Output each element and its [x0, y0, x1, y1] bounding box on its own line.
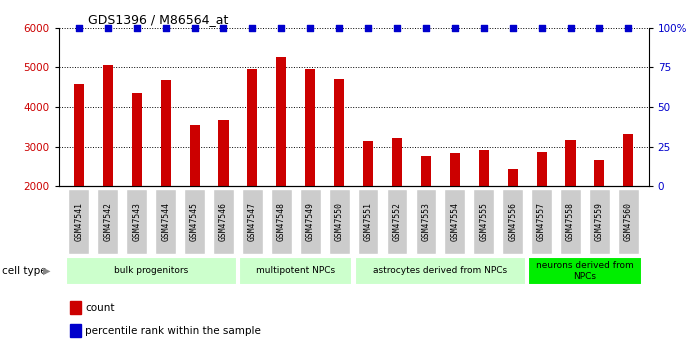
Text: GSM47559: GSM47559: [595, 202, 604, 241]
Text: GSM47541: GSM47541: [75, 202, 83, 241]
Text: GSM47542: GSM47542: [104, 202, 112, 241]
Point: [565, 25, 576, 30]
Text: GSM47555: GSM47555: [480, 202, 489, 241]
Point: [189, 25, 200, 30]
Text: GSM47547: GSM47547: [248, 202, 257, 241]
Point: [362, 25, 373, 30]
Bar: [190, 125, 199, 186]
Text: neurons derived from
NPCs: neurons derived from NPCs: [536, 261, 634, 280]
Point: [218, 25, 229, 30]
Text: GSM47553: GSM47553: [422, 202, 431, 241]
FancyBboxPatch shape: [473, 189, 494, 254]
Point: [305, 25, 316, 30]
Bar: [305, 69, 315, 186]
Text: percentile rank within the sample: percentile rank within the sample: [85, 326, 261, 336]
Bar: [70, 324, 81, 337]
FancyBboxPatch shape: [589, 189, 610, 254]
Bar: [392, 138, 402, 186]
Point: [478, 25, 489, 30]
Point: [102, 25, 113, 30]
Point: [420, 25, 431, 30]
Text: astrocytes derived from NPCs: astrocytes derived from NPCs: [373, 266, 507, 275]
FancyBboxPatch shape: [444, 189, 465, 254]
Bar: [450, 153, 460, 186]
FancyBboxPatch shape: [386, 189, 407, 254]
Text: GSM47551: GSM47551: [364, 202, 373, 241]
Bar: [421, 156, 431, 186]
Text: multipotent NPCs: multipotent NPCs: [256, 266, 335, 275]
Text: GSM47557: GSM47557: [537, 202, 546, 241]
Text: GSM47548: GSM47548: [277, 202, 286, 241]
Text: cell type: cell type: [2, 266, 47, 276]
Text: GDS1396 / M86564_at: GDS1396 / M86564_at: [88, 13, 228, 27]
FancyBboxPatch shape: [529, 257, 642, 285]
Point: [536, 25, 547, 30]
FancyBboxPatch shape: [126, 189, 147, 254]
Bar: [508, 169, 518, 186]
Bar: [623, 134, 633, 186]
Text: GSM47549: GSM47549: [306, 202, 315, 241]
FancyBboxPatch shape: [502, 189, 523, 254]
Point: [623, 25, 634, 30]
Text: count: count: [85, 303, 115, 313]
FancyBboxPatch shape: [415, 189, 436, 254]
Point: [594, 25, 605, 30]
Bar: [132, 93, 141, 186]
Bar: [219, 120, 228, 186]
FancyBboxPatch shape: [97, 189, 118, 254]
FancyBboxPatch shape: [531, 189, 552, 254]
Bar: [103, 65, 113, 186]
Bar: [70, 301, 81, 314]
Text: GSM47560: GSM47560: [624, 202, 633, 241]
FancyBboxPatch shape: [300, 189, 321, 254]
FancyBboxPatch shape: [66, 257, 237, 285]
Text: GSM47556: GSM47556: [508, 202, 518, 241]
Bar: [594, 160, 604, 186]
FancyBboxPatch shape: [357, 189, 379, 254]
Point: [160, 25, 171, 30]
FancyBboxPatch shape: [68, 189, 89, 254]
FancyBboxPatch shape: [328, 189, 350, 254]
Bar: [363, 141, 373, 186]
FancyBboxPatch shape: [184, 189, 205, 254]
Text: ▶: ▶: [43, 266, 50, 276]
Point: [507, 25, 518, 30]
FancyBboxPatch shape: [239, 257, 353, 285]
Point: [247, 25, 258, 30]
Point: [73, 25, 84, 30]
Text: GSM47544: GSM47544: [161, 202, 170, 241]
Bar: [247, 69, 257, 186]
Point: [334, 25, 345, 30]
Text: GSM47552: GSM47552: [393, 202, 402, 241]
Text: GSM47558: GSM47558: [566, 202, 575, 241]
Text: GSM47546: GSM47546: [219, 202, 228, 241]
Point: [391, 25, 402, 30]
Text: GSM47543: GSM47543: [132, 202, 141, 241]
FancyBboxPatch shape: [271, 189, 292, 254]
Text: bulk progenitors: bulk progenitors: [114, 266, 188, 275]
Text: GSM47545: GSM47545: [190, 202, 199, 241]
Point: [276, 25, 287, 30]
Text: GSM47554: GSM47554: [451, 202, 460, 241]
FancyBboxPatch shape: [242, 189, 263, 254]
Bar: [479, 150, 489, 186]
FancyBboxPatch shape: [155, 189, 176, 254]
Bar: [566, 140, 575, 186]
Point: [449, 25, 460, 30]
Bar: [161, 80, 170, 186]
FancyBboxPatch shape: [560, 189, 581, 254]
FancyBboxPatch shape: [618, 189, 639, 254]
Bar: [276, 57, 286, 186]
Bar: [537, 152, 546, 186]
Bar: [334, 79, 344, 186]
FancyBboxPatch shape: [355, 257, 526, 285]
Point: [131, 25, 142, 30]
Bar: [74, 84, 84, 186]
Text: GSM47550: GSM47550: [335, 202, 344, 241]
FancyBboxPatch shape: [213, 189, 234, 254]
